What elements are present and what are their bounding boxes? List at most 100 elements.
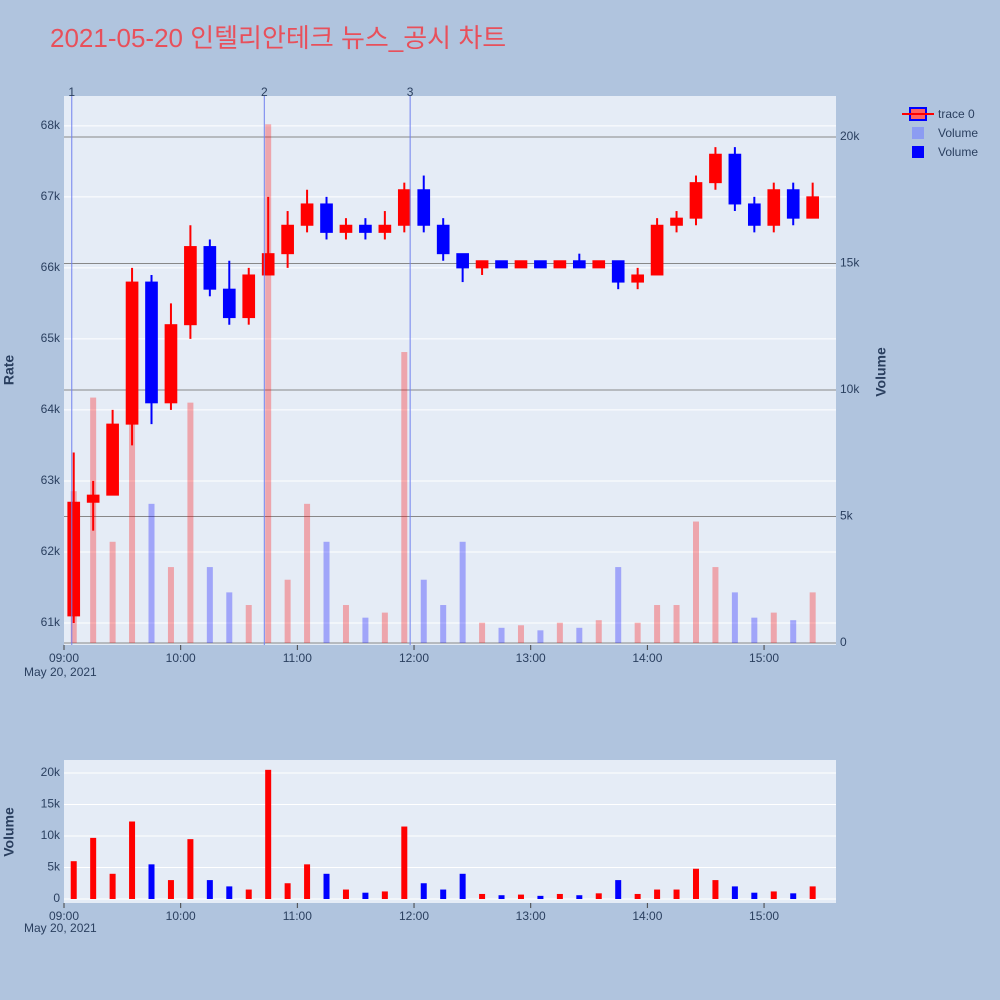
candle-body [534,260,547,269]
candle-body [184,246,197,326]
volume-bar [342,605,349,643]
volume-bar [595,620,602,643]
legend-label[interactable]: Volume [938,145,978,159]
candle-body [106,423,119,496]
x-tick-label: 12:00 [399,909,429,923]
y-tick-label: 68k [41,118,61,132]
volume-bar [517,625,524,643]
volume-bar [459,541,466,643]
volume-bar [90,837,97,899]
volume-bar [537,630,544,643]
x-tick-label: 11:00 [283,651,312,665]
volume-bar [479,622,486,643]
candle-body [728,153,742,205]
y-tick-label: 67k [41,189,61,203]
volume-bar [265,124,272,643]
volume-bar [673,889,680,899]
candle-body [806,196,819,219]
candle-body [709,153,722,184]
x-tick-label: 13:00 [516,651,546,665]
y-tick-label: 5k [47,860,61,874]
x-tick-label: 11:00 [283,909,312,923]
volume-bar [790,620,797,643]
volume-bar [401,826,408,899]
candle-body [572,260,586,269]
candle-body [436,224,450,255]
volume-bar [304,864,311,899]
candle-body [320,203,333,233]
candle-body [261,253,275,276]
volume-bar [284,579,291,643]
y-tick-label: 66k [41,260,61,274]
legend-label[interactable]: trace 0 [938,107,975,121]
volume-bar [692,521,699,643]
volume-bar [206,567,213,643]
volume-bar [517,894,524,899]
candle-body [125,281,139,425]
volume-bar [595,893,602,899]
volume-bar [751,617,758,643]
y2-tick-label: 20k [840,129,860,143]
candle-body [164,324,178,404]
y-tick-label: 20k [41,765,61,779]
volume-bar [342,889,349,899]
volume-bar [498,895,505,899]
y-tick-label: 65k [41,331,61,345]
y2-tick-label: 5k [840,509,854,523]
x-tick-label: 09:00 [49,909,79,923]
x-tick-label: 14:00 [632,651,662,665]
volume-bar [654,889,661,899]
y-tick-label: 62k [41,544,61,558]
x-date-label: May 20, 2021 [24,665,97,679]
candle-body [397,189,411,226]
y2-tick-label: 15k [840,256,860,270]
volume-bar [381,891,388,899]
legend-swatch [912,146,924,158]
volume-bar [809,886,816,899]
y-tick-label: 0 [53,891,60,905]
candle-body [592,260,606,269]
volume-bar [401,352,408,643]
legend-label[interactable]: Volume [938,126,978,140]
volume-bar [440,605,447,643]
y-tick-label: 15k [41,797,61,811]
candle-body [359,224,372,233]
x-date-label: May 20, 2021 [24,921,97,935]
volume-bar [731,886,738,899]
volume-bar [712,880,719,899]
candle-body [475,260,489,269]
volume-bar [498,627,505,643]
candle-body [670,217,683,226]
candle-body [514,260,528,269]
legend-swatch [912,127,924,139]
volume-bar [809,592,816,643]
candle-body [281,224,294,255]
annotation-label: 2 [261,85,268,99]
volume-bar [576,627,583,643]
candle-body [417,189,431,226]
volume-bar [167,880,174,899]
candle-body [786,189,800,219]
annotation-label: 1 [68,85,75,99]
y-axis-title: Rate [1,355,17,386]
volume-bar [70,861,77,899]
candle-body [456,253,469,269]
volume-bar [692,868,699,899]
volume-bar [420,579,427,643]
y2-tick-label: 0 [840,635,847,649]
volume-bar [323,541,330,643]
candle-body [378,224,392,233]
y-tick-label: 64k [41,402,61,416]
candle-body [145,281,158,404]
volume-bar [751,892,758,899]
volume-bar [206,880,213,899]
candle-body [650,224,664,276]
y-tick-label: 10k [41,828,61,842]
volume-bar [712,567,719,643]
volume-bar [284,883,291,899]
volume-bar [673,605,680,643]
candle-body [242,274,256,319]
volume-bar [770,891,777,899]
volume-bar [323,873,330,899]
